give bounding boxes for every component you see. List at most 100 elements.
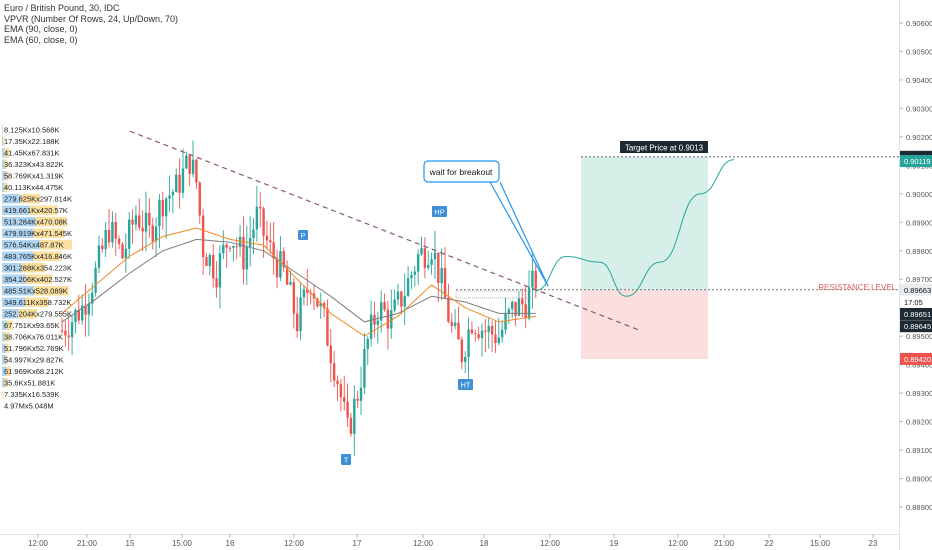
vp-bar-down [33,228,65,238]
time-tick-label: 15:00 [172,539,193,548]
price-tick-label: 0.89500 [906,332,932,341]
vp-bar-up [2,274,26,284]
candle-body [121,244,124,259]
legend-ema90[interactable]: EMA (90, close, 0) [4,24,78,34]
price-badge-stop [900,352,932,365]
candle-body [84,305,87,315]
descending-trendline[interactable] [129,130,641,332]
candle-body [386,309,390,329]
price-tick-label: 0.89900 [906,218,932,227]
vp-bar-down [24,297,49,307]
candle-body [77,309,80,321]
candle-body [74,309,77,323]
candle-body [107,230,111,243]
candle-body [433,252,437,260]
candle-body [158,199,161,227]
vp-bar-up [2,194,21,204]
projection-path[interactable] [535,159,735,297]
vp-bar-up [2,136,4,146]
candle-body [514,301,517,316]
candle-body [289,282,292,285]
marker-ht-text: HT [461,381,471,390]
resistance-label: RESISTANCE LEVEL [818,283,896,292]
legend-ema60[interactable]: EMA (60, close, 0) [4,34,78,45]
vp-bar-down [4,378,8,388]
legend-symbol[interactable]: Euro / British Pound, 30, IDC [4,3,120,13]
price-tick-label: 0.89000 [906,475,932,484]
vp-row-label: 349.611Kx358.732K [4,298,71,307]
candle-body [238,236,242,248]
candle-body [524,304,527,319]
candle-body [400,291,403,307]
price-scale[interactable]: 0.90600 0.90500 0.90400 0.90300 0.90200 0.901… [899,19,932,512]
time-tick-label: 12:00 [28,539,49,548]
candle-body [117,238,121,245]
candle-body [366,338,369,350]
price-tick-label: 0.89200 [906,418,932,427]
price-badge-text: 0.90119 [904,157,931,166]
price-tick-label: 0.89400 [906,361,932,370]
vp-row-label: 61.969Kx68.212K [4,367,64,376]
vp-row-label: 252.204Kx279.555K [4,310,72,319]
candle-body [393,299,396,311]
candle-body [225,244,228,248]
candlesticks [60,140,537,456]
vp-row-label: 58.769Kx41.319K [4,172,64,181]
candle-body [507,309,511,314]
vp-bar-down [2,125,4,135]
price-tick-label: 0.89800 [906,247,932,256]
candle-body [329,345,332,364]
legend-vpvr[interactable]: VPVR (Number Of Rows, 24, Up/Down, 70) [4,13,179,24]
vp-bar-down [33,286,69,296]
candle-body [299,297,302,332]
candle-body [440,268,443,284]
candle-body [248,237,252,247]
candle-body [235,246,238,248]
candle-body [467,329,470,358]
vp-bar-up [2,125,3,135]
candle-body [168,195,171,199]
price-tick-label: 0.90500 [906,47,932,56]
time-tick-label: 23 [869,539,878,548]
candle-body [114,221,117,239]
candle-body [343,397,346,402]
vp-bar-down [4,332,10,342]
ema-60-line [61,227,536,337]
resistance-box [455,290,537,299]
candle-body [154,226,158,242]
candle-body [111,221,114,243]
candle-body [272,242,275,259]
candle-body [383,302,386,310]
vp-row-label: 279.625Kx297.814K [4,195,72,204]
marker-t: T [341,454,351,465]
candle-body [353,398,356,434]
time-tick-label: 21:00 [77,539,98,548]
candle-body [319,303,322,307]
candle-body [450,321,453,327]
candle-body [228,247,232,249]
marker-hp: HP [432,206,447,217]
candle-body [101,245,104,250]
candle-body [390,310,393,329]
callout[interactable]: wait for breakout [423,160,549,287]
candle-body [175,174,178,193]
time-scale[interactable]: 12:00 21:00 15 15:00 16 12:00 17 12:00 18 12:00 19… [28,534,878,548]
price-badge-current [900,155,932,168]
candle-body [195,159,198,183]
vp-bar-up [2,217,36,227]
candle-body [326,308,329,346]
candle-body [484,330,487,332]
candle-body [60,330,64,332]
candle-body [316,298,319,307]
candle-body [336,380,339,385]
candle-body [87,303,91,315]
vp-row-label: 67.751Kx93.65K [4,321,59,330]
vp-bar-down [21,263,46,273]
vp-bar-down [18,309,37,319]
candle-body [201,215,205,258]
vp-bar-up [2,148,5,158]
marker-hp-text: HP [434,208,444,217]
vp-row-label: 354.206Kx402.527K [4,275,72,284]
candle-body [282,251,285,268]
